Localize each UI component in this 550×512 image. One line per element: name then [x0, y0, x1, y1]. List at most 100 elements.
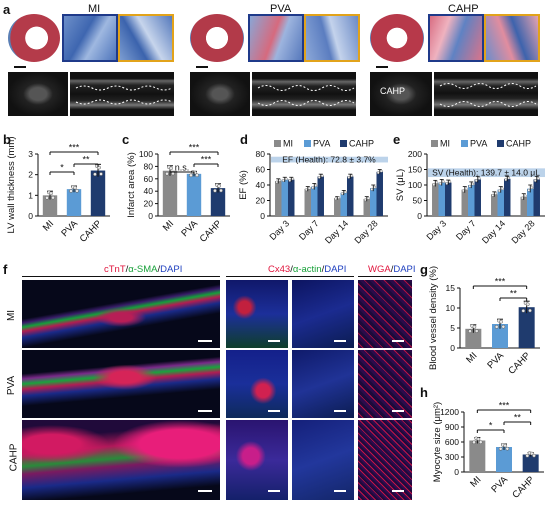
bar-pva — [370, 188, 377, 216]
y-tick-label: 80 — [144, 161, 154, 171]
panel-label-h: h — [420, 385, 428, 400]
x-tick-label: CAHP — [506, 350, 532, 376]
bar-pva — [527, 188, 534, 216]
y-tick-label: 1 — [28, 190, 33, 200]
if-image-mi-2 — [226, 280, 288, 348]
health-band — [428, 168, 545, 178]
x-tick-label: PVA — [485, 350, 506, 371]
data-point — [499, 319, 503, 324]
data-point — [278, 179, 282, 182]
panel-a-title-pva: PVA — [270, 3, 292, 15]
data-point — [320, 174, 324, 178]
bar-cahp — [503, 178, 511, 216]
data-point — [472, 440, 476, 445]
bar-mi — [461, 189, 469, 216]
data-point — [501, 324, 506, 329]
scale-bar — [392, 490, 404, 492]
bar-cahp — [287, 179, 295, 216]
data-point — [317, 176, 321, 179]
data-point — [441, 180, 445, 183]
significance-label: *** — [189, 143, 200, 153]
y-tick-label: 100 — [139, 149, 153, 159]
data-point — [448, 180, 452, 184]
data-point — [337, 196, 341, 200]
divider — [226, 276, 354, 277]
data-point — [75, 189, 79, 193]
data-point — [520, 196, 524, 200]
bar-mi — [520, 196, 528, 216]
heart-section-cahp — [370, 14, 424, 62]
if-image-mi-4 — [358, 280, 412, 348]
zoom-box-pva-1 — [248, 14, 304, 62]
data-point — [304, 188, 308, 192]
legend-label-pva: PVA — [470, 139, 487, 149]
significance-label: *** — [499, 401, 510, 411]
echo-mmode-cahp — [434, 72, 538, 116]
echo-bmode-mi — [8, 72, 68, 116]
significance-label: ** — [514, 413, 522, 423]
x-tick-label: Day 3 — [424, 218, 448, 242]
scale-bar — [268, 410, 280, 412]
scale-bar — [14, 66, 26, 68]
legend-label-mi: MI — [283, 139, 293, 149]
y-axis-label: Blood vessel density (%) — [428, 266, 439, 370]
legend-swatch-pva — [304, 140, 311, 147]
y-tick-label: 0 — [450, 343, 455, 353]
bar-cahp — [210, 188, 226, 216]
echo-mmode-mi — [70, 72, 174, 116]
bar-mi — [334, 198, 341, 216]
data-point — [379, 169, 383, 173]
legend-swatch-mi — [274, 140, 281, 147]
data-point — [530, 186, 534, 190]
panel-label-c: c — [122, 132, 130, 147]
data-point — [471, 182, 475, 186]
bar-mi — [275, 181, 282, 216]
heart-section-mi — [8, 14, 60, 62]
y-tick-label: 20 — [144, 199, 154, 209]
data-point — [477, 177, 481, 180]
significance-label: *** — [201, 155, 212, 165]
x-tick-label: MI — [464, 350, 479, 365]
y-tick-label: 60 — [144, 174, 154, 184]
y-tick-label: 15 — [446, 283, 456, 293]
data-point — [281, 179, 285, 182]
bar-cahp — [90, 170, 106, 216]
data-point — [69, 189, 73, 193]
x-tick-label: CAHP — [510, 474, 536, 500]
data-point — [288, 179, 292, 182]
divider — [358, 276, 412, 277]
y-tick-label: 40 — [256, 180, 266, 190]
y-axis-label: EF (%) — [238, 170, 249, 200]
y-axis-label: Infarct area (%) — [126, 152, 137, 217]
health-band — [271, 156, 388, 163]
if-image-pva-2 — [226, 350, 288, 418]
bar-mi — [162, 170, 178, 216]
panel-label-d: d — [240, 132, 248, 147]
bar-mi — [304, 188, 312, 216]
data-point — [370, 187, 374, 191]
data-point — [363, 198, 367, 202]
zoom-box-pva-2 — [304, 14, 360, 62]
legend-label-mi: MI — [440, 139, 450, 149]
data-point — [521, 308, 526, 313]
data-point — [468, 329, 472, 334]
data-point — [350, 174, 354, 178]
y-tick-label: 10 — [446, 303, 456, 313]
bar-mi — [42, 195, 58, 216]
scale-bar — [268, 340, 280, 342]
data-point — [464, 187, 468, 191]
x-tick-label: Day 7 — [297, 218, 321, 242]
data-point — [533, 179, 537, 183]
data-point — [284, 177, 288, 181]
data-point — [219, 188, 223, 193]
data-point — [291, 177, 295, 181]
chart-g: 0 5 10 15 Blood vessel density (%) MI PVA CAHP *… — [428, 266, 540, 377]
y-tick-label: 100 — [408, 180, 422, 190]
data-point — [476, 437, 481, 441]
zoom-box-cahp-2 — [484, 14, 540, 62]
y-tick-label: 0 — [260, 211, 265, 221]
if-image-mi-3 — [292, 280, 354, 348]
scale-bar — [334, 340, 346, 342]
legend-swatch-mi — [431, 140, 438, 147]
